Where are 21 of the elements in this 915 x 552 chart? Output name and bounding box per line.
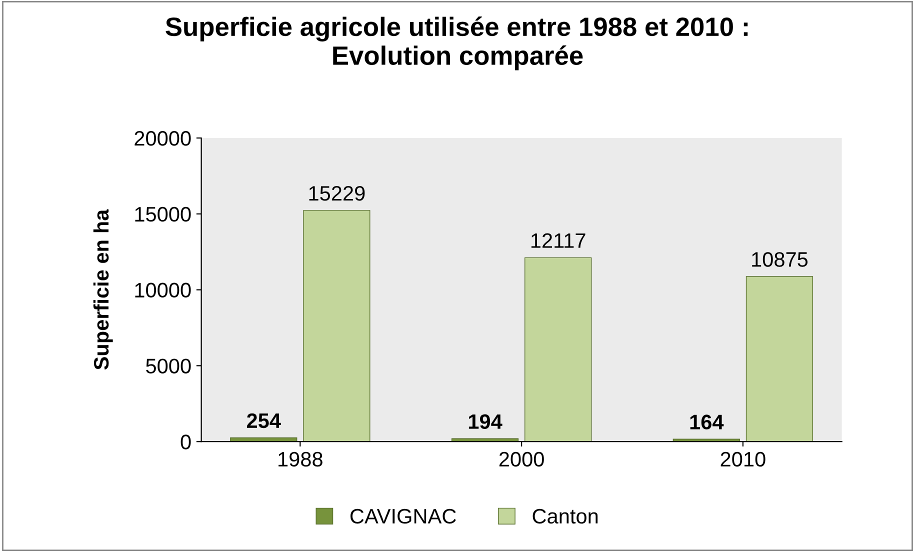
- data-label: 164: [690, 414, 724, 430]
- bar: [746, 276, 814, 442]
- y-tick-label: 10000: [135, 282, 191, 298]
- y-tick-label: 0: [180, 434, 191, 450]
- bar: [524, 257, 592, 442]
- legend-label: Canton: [532, 508, 598, 524]
- x-tick-label: 1988: [278, 452, 322, 467]
- data-label: 10875: [752, 252, 808, 267]
- y-tick-label: 15000: [135, 206, 191, 222]
- x-tick-label: 2010: [720, 452, 766, 467]
- chart-title: Superficie agricole utilisée entre 1988 et 2010 : Evolution comparée: [166, 16, 748, 70]
- data-label: 194: [468, 414, 502, 429]
- y-tick-label: 5000: [146, 358, 191, 374]
- data-label: 15229: [309, 186, 365, 201]
- legend-label: CAVIGNAC: [350, 508, 456, 524]
- data-label: 254: [246, 413, 281, 428]
- y-tick-label: 20000: [134, 131, 191, 146]
- x-tick-label: 2000: [499, 452, 544, 467]
- data-label: 12117: [531, 233, 586, 248]
- bar: [303, 210, 370, 442]
- y-axis-title: Superficie en ha: [93, 209, 113, 370]
